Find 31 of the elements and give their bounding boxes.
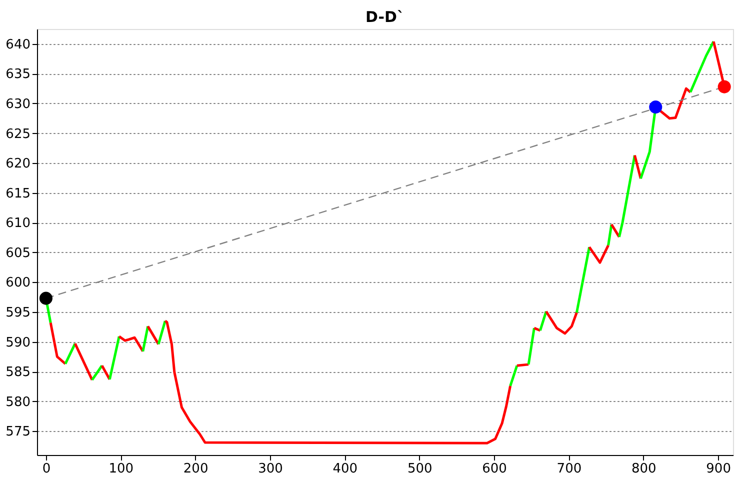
line-series	[164, 320, 512, 444]
x-tick-label: 400	[332, 462, 358, 476]
x-tick-label: 800	[631, 462, 656, 476]
y-tick-label: 610	[6, 216, 30, 232]
x-tick-label: 100	[108, 462, 134, 476]
point	[649, 100, 662, 114]
y-tick-label: 575	[6, 424, 30, 440]
line-series	[118, 335, 144, 353]
y-tick-label: 595	[6, 306, 30, 321]
point	[39, 292, 52, 305]
x-tick-label: 700	[556, 462, 582, 476]
y-tick-label: 605	[6, 246, 30, 261]
point	[718, 80, 731, 94]
y-tick-label: 590	[6, 335, 30, 350]
x-tick-label: 300	[258, 462, 283, 476]
line-series	[544, 310, 578, 335]
y-tick-label: 630	[6, 96, 30, 112]
x-tick-label: 200	[183, 462, 208, 476]
y-tick-label: 615	[6, 186, 30, 202]
x-tick-label: 900	[706, 462, 731, 476]
x-tick-label: 500	[407, 462, 432, 476]
y-tick-label: 640	[6, 37, 30, 52]
y-tick-label: 585	[6, 365, 30, 380]
chart-title: D-D`	[366, 8, 404, 26]
y-tick-label: 580	[6, 394, 30, 410]
x-tick-label: 0	[42, 462, 51, 476]
y-tick-label: 635	[6, 67, 30, 82]
y-tick-label: 620	[6, 156, 30, 172]
x-tick-label: 600	[482, 462, 507, 476]
y-tick-label: 625	[6, 126, 30, 142]
y-tick-label: 600	[6, 276, 30, 291]
